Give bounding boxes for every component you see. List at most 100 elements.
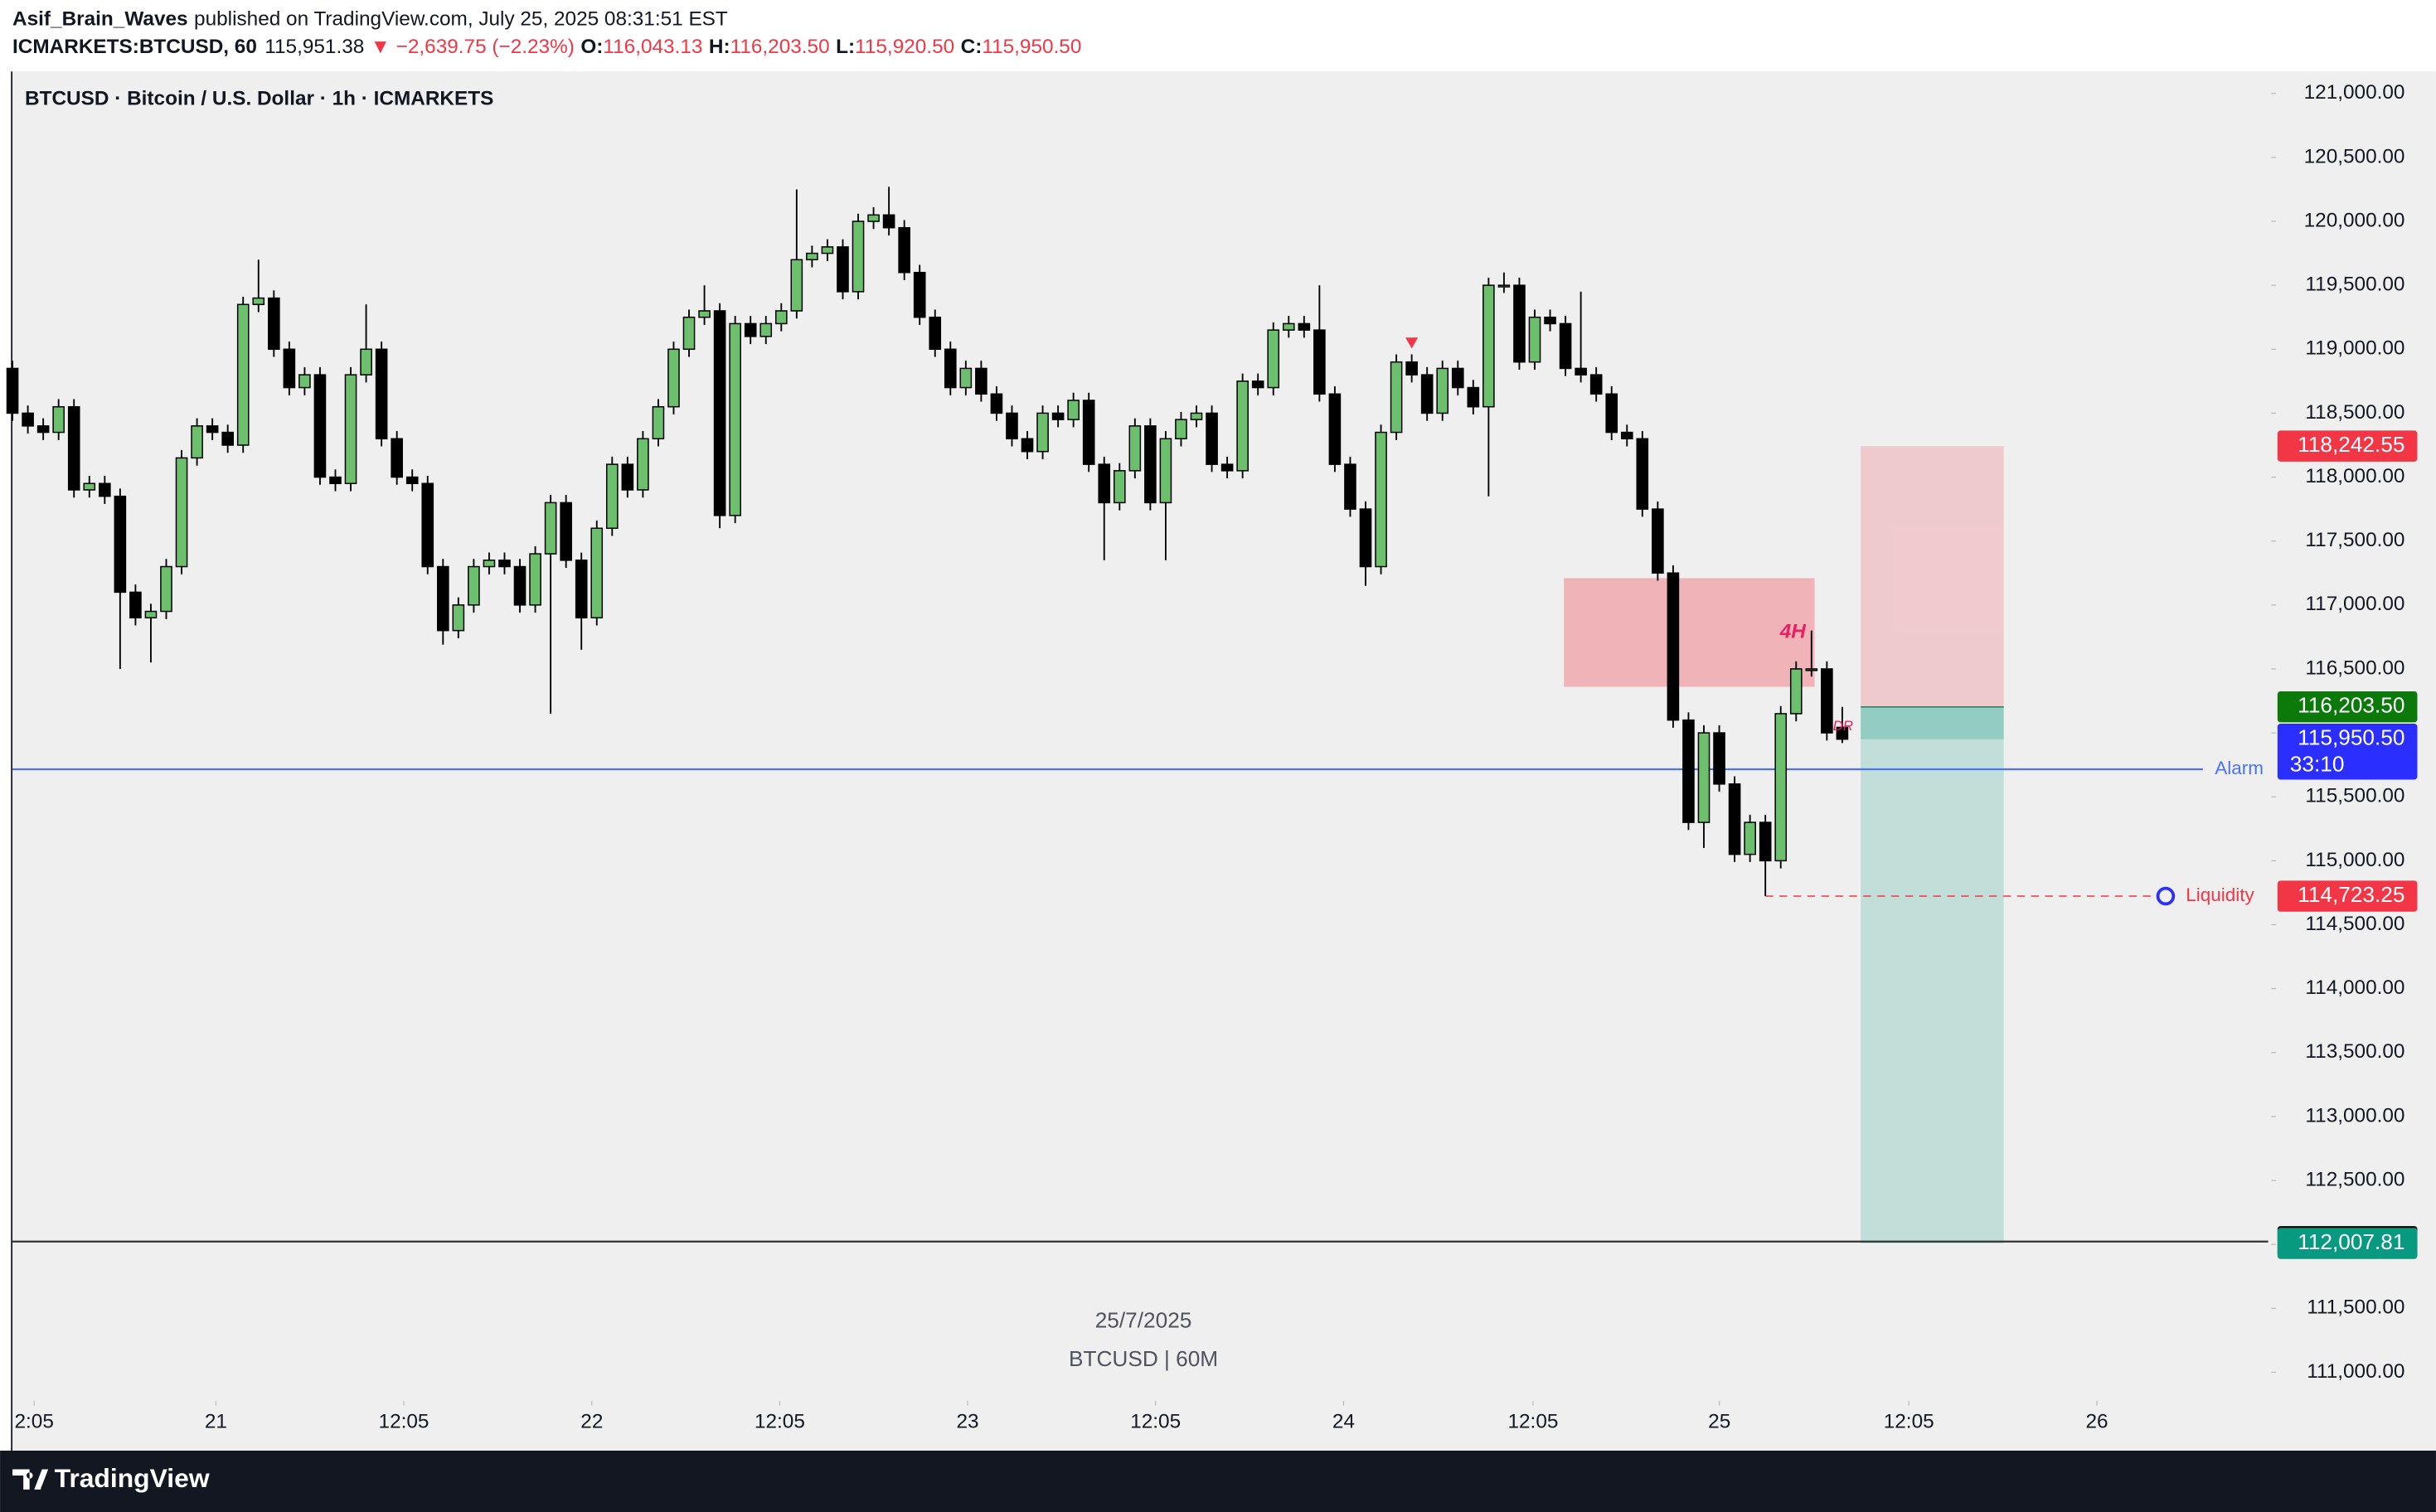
note-label: DR <box>1833 718 1853 734</box>
candle-body <box>605 463 619 530</box>
y-tick-label: 121,000.00 <box>2304 81 2405 104</box>
candle-body <box>959 367 973 389</box>
y-tick-label: 120,500.00 <box>2304 145 2405 167</box>
y-tick-label: 111,500.00 <box>2307 1296 2404 1319</box>
footer-bar <box>0 1450 2436 1512</box>
ohlc-value: 116,043.13 <box>603 36 702 59</box>
candle-body <box>852 220 865 293</box>
alarm-label: Alarm <box>2215 758 2264 778</box>
candle-body <box>1620 431 1633 440</box>
y-tick-label: 114,500.00 <box>2305 913 2404 935</box>
price-tag <box>2277 430 2418 462</box>
price-tag-label: 114,723.25 <box>2298 882 2404 907</box>
candle-body <box>821 246 834 254</box>
candle-body <box>652 405 665 440</box>
chart-layer: 111,000.00111,500.00112,000.00112,500.00… <box>6 81 2418 1433</box>
candle-body <box>1021 438 1034 453</box>
candle-body <box>1328 393 1342 465</box>
candle-body <box>206 425 219 434</box>
candle-body <box>1267 329 1280 389</box>
candle-body <box>513 565 527 606</box>
candle-body <box>759 322 773 337</box>
y-tick-label: 111,000.00 <box>2307 1360 2404 1383</box>
candle-body <box>1420 374 1434 414</box>
candle-body <box>590 527 604 618</box>
candle-body <box>729 322 741 516</box>
candle-body <box>160 565 172 613</box>
candle-body <box>329 476 342 485</box>
price-tag <box>2277 691 2418 723</box>
x-tick-label: 12:05 <box>1884 1411 1934 1433</box>
y-tick-label: 115,500.00 <box>2305 785 2404 807</box>
candle-body <box>837 246 849 293</box>
candle-body <box>52 405 65 434</box>
candle-body <box>621 463 634 491</box>
candle-body <box>1359 508 1372 568</box>
y-tick-label: 115,000.00 <box>2305 849 2404 871</box>
supply-zone <box>1564 578 1815 687</box>
candle-body <box>1282 322 1295 331</box>
target-area <box>1861 706 2004 1243</box>
candle-body <box>67 405 80 491</box>
chart-area <box>11 71 2436 1451</box>
y-tick-label: 116,500.00 <box>2305 657 2404 679</box>
chart-title: BTCUSD · Bitcoin / U.S. Dollar · 1h · IC… <box>25 87 493 109</box>
price-tag-label: 115,950.50 <box>2298 725 2404 750</box>
candle-body <box>1436 367 1449 414</box>
candle-body <box>1744 821 1756 855</box>
candle-body <box>698 310 711 318</box>
candle-body <box>221 431 234 446</box>
candle-body <box>405 476 419 485</box>
candle-body <box>975 367 988 395</box>
x-tick-label: 26 <box>2085 1411 2108 1433</box>
candle-body <box>1451 367 1464 389</box>
candle-body <box>1636 438 1649 510</box>
y-tick-label: 117,000.00 <box>2305 593 2404 615</box>
candle-body <box>283 348 296 389</box>
candle-body <box>867 214 880 222</box>
candle-body <box>1589 374 1603 395</box>
candle-body <box>682 316 696 351</box>
x-tick-label: 23 <box>957 1411 979 1433</box>
left-edge <box>0 71 12 1451</box>
candle-body <box>1313 329 1326 395</box>
candle-body <box>713 310 726 516</box>
candle-body <box>637 438 649 491</box>
candle-body <box>1575 367 1587 376</box>
candle-body <box>1544 316 1556 325</box>
candle-body <box>560 502 572 561</box>
logo-mark <box>12 1469 49 1490</box>
candle-body <box>1821 668 1833 734</box>
symbol-line: ICMARKETS:BTCUSD, 60 115,951.38 ▼ −2,639.7… <box>12 36 1081 59</box>
candle-body <box>898 226 910 274</box>
candle-body <box>268 297 280 351</box>
candle-body <box>544 502 557 555</box>
candle-body <box>1697 732 1711 823</box>
candle-body <box>1528 316 1541 363</box>
x-tick-label: 12:05 <box>1130 1411 1181 1433</box>
candle-body <box>1251 380 1264 389</box>
candle-body <box>1836 726 1849 740</box>
published-text: published on TradingView.com, July 25, 2… <box>194 8 728 31</box>
price-tag <box>2277 1228 2418 1259</box>
x-tick-label: 12:05 <box>755 1411 805 1433</box>
liquidity-icon <box>2156 886 2176 906</box>
x-tick-label: 25 <box>1708 1411 1730 1433</box>
candle-body <box>1805 668 1818 671</box>
ohlc-value: 115,920.50 <box>855 36 954 59</box>
candle-body <box>1128 425 1142 472</box>
candle-body <box>1559 322 1572 370</box>
y-tick-label: 118,000.00 <box>2305 465 2404 487</box>
signal-marker <box>1405 337 1419 349</box>
candle-body <box>375 348 388 440</box>
last-price: 115,951.38 <box>264 36 364 59</box>
candle-body <box>99 482 111 497</box>
ohlc-value: 116,203.50 <box>730 36 830 59</box>
x-tick-label: 12:05 <box>379 1411 429 1433</box>
y-tick-label: 114,000.00 <box>2305 976 2404 999</box>
candle-body <box>1682 719 1695 823</box>
candle-body <box>344 374 357 485</box>
price-tag-label: 116,203.50 <box>2298 693 2404 718</box>
